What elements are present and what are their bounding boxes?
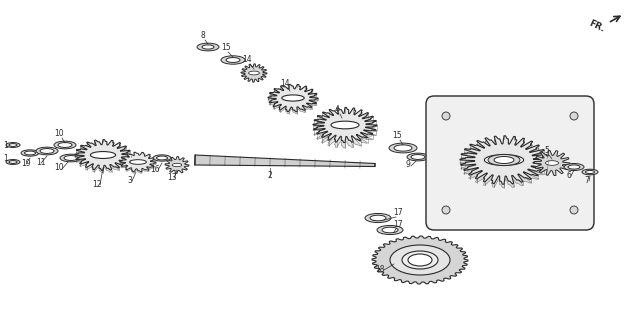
Polygon shape bbox=[75, 142, 131, 173]
Ellipse shape bbox=[545, 161, 559, 165]
Circle shape bbox=[442, 206, 450, 214]
Text: 7: 7 bbox=[585, 176, 590, 185]
Ellipse shape bbox=[60, 154, 82, 162]
Polygon shape bbox=[372, 236, 468, 284]
Text: 15: 15 bbox=[392, 131, 402, 140]
FancyBboxPatch shape bbox=[426, 96, 594, 230]
Ellipse shape bbox=[281, 95, 304, 101]
Ellipse shape bbox=[64, 156, 78, 160]
Ellipse shape bbox=[564, 164, 584, 171]
Ellipse shape bbox=[365, 213, 391, 222]
Text: 14: 14 bbox=[280, 79, 290, 88]
Text: 6: 6 bbox=[567, 171, 571, 180]
Circle shape bbox=[442, 112, 450, 120]
Text: 19: 19 bbox=[21, 159, 31, 168]
Ellipse shape bbox=[494, 156, 514, 164]
Ellipse shape bbox=[221, 56, 245, 64]
Polygon shape bbox=[120, 154, 156, 173]
Ellipse shape bbox=[402, 251, 438, 269]
Text: 8: 8 bbox=[200, 31, 205, 40]
Ellipse shape bbox=[129, 160, 146, 164]
Ellipse shape bbox=[226, 58, 240, 62]
Polygon shape bbox=[460, 140, 548, 188]
Ellipse shape bbox=[377, 226, 403, 235]
Ellipse shape bbox=[249, 71, 259, 75]
Ellipse shape bbox=[202, 45, 214, 49]
Ellipse shape bbox=[6, 142, 20, 148]
Text: 2: 2 bbox=[268, 171, 273, 180]
Ellipse shape bbox=[172, 163, 182, 167]
Ellipse shape bbox=[9, 144, 17, 147]
Ellipse shape bbox=[54, 141, 76, 149]
Ellipse shape bbox=[40, 148, 54, 154]
Ellipse shape bbox=[582, 169, 598, 175]
Polygon shape bbox=[460, 136, 548, 184]
Text: 17: 17 bbox=[393, 208, 403, 217]
Ellipse shape bbox=[407, 153, 429, 161]
Polygon shape bbox=[195, 155, 375, 166]
Ellipse shape bbox=[586, 171, 595, 173]
Text: 1: 1 bbox=[4, 140, 8, 149]
Polygon shape bbox=[313, 113, 377, 148]
Ellipse shape bbox=[488, 155, 520, 166]
Ellipse shape bbox=[153, 155, 171, 161]
Ellipse shape bbox=[382, 227, 398, 233]
Ellipse shape bbox=[9, 161, 17, 164]
Text: 17: 17 bbox=[393, 220, 403, 229]
Ellipse shape bbox=[36, 147, 58, 155]
Circle shape bbox=[570, 112, 578, 120]
Polygon shape bbox=[534, 150, 570, 176]
Text: 5: 5 bbox=[545, 146, 550, 155]
Ellipse shape bbox=[370, 215, 386, 221]
Text: 10: 10 bbox=[54, 129, 64, 138]
Text: 10: 10 bbox=[54, 163, 64, 172]
Text: 18: 18 bbox=[375, 265, 385, 274]
Ellipse shape bbox=[568, 165, 580, 169]
Ellipse shape bbox=[25, 151, 36, 155]
Polygon shape bbox=[313, 108, 377, 143]
Text: 12: 12 bbox=[93, 180, 101, 189]
Polygon shape bbox=[268, 84, 318, 112]
Ellipse shape bbox=[411, 155, 425, 159]
Polygon shape bbox=[165, 156, 189, 173]
Text: 4: 4 bbox=[335, 105, 339, 114]
Ellipse shape bbox=[331, 121, 359, 129]
Text: 15: 15 bbox=[221, 43, 231, 52]
Text: 13: 13 bbox=[167, 173, 177, 182]
Ellipse shape bbox=[6, 160, 20, 164]
Polygon shape bbox=[75, 140, 131, 171]
Text: FR.: FR. bbox=[588, 19, 606, 34]
Text: 9: 9 bbox=[406, 160, 410, 169]
Ellipse shape bbox=[484, 155, 524, 165]
Text: 1: 1 bbox=[4, 154, 8, 163]
Ellipse shape bbox=[21, 150, 39, 156]
Polygon shape bbox=[268, 86, 318, 114]
Ellipse shape bbox=[408, 254, 432, 266]
Ellipse shape bbox=[157, 156, 167, 160]
Polygon shape bbox=[241, 64, 267, 82]
Polygon shape bbox=[120, 152, 156, 172]
Text: 14: 14 bbox=[242, 55, 252, 64]
Ellipse shape bbox=[389, 143, 417, 153]
Text: 3: 3 bbox=[127, 176, 133, 185]
Text: 11: 11 bbox=[36, 158, 46, 167]
Ellipse shape bbox=[58, 142, 72, 148]
Ellipse shape bbox=[91, 152, 115, 158]
Circle shape bbox=[570, 206, 578, 214]
Ellipse shape bbox=[394, 145, 412, 151]
Ellipse shape bbox=[390, 245, 450, 275]
Ellipse shape bbox=[197, 43, 219, 51]
Text: 16: 16 bbox=[150, 165, 160, 174]
